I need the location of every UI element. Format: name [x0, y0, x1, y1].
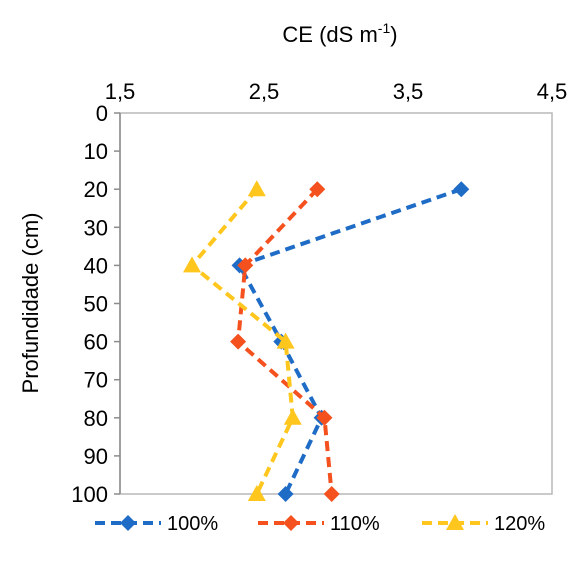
data-point: [230, 333, 247, 350]
series-layer: [183, 180, 470, 502]
y-tick-label: 90: [84, 444, 108, 469]
x-tick-label: 1,5: [105, 79, 136, 104]
legend: 100% 110% 120%: [95, 513, 545, 535]
data-point: [276, 332, 295, 349]
x-axis-title-main: CE (dS m: [282, 22, 377, 47]
data-point: [316, 409, 333, 426]
y-tick-label: 20: [84, 177, 108, 202]
legend-item: 110%: [258, 513, 380, 535]
series-line: [190, 187, 295, 495]
data-point: [323, 486, 340, 502]
x-tick-label: 4,5: [537, 79, 568, 104]
series-2: [183, 180, 302, 501]
plot-area: [119, 112, 553, 495]
x-axis-title: CE (dS m-1): [282, 20, 397, 47]
y-tick-label: 70: [84, 368, 108, 393]
data-point: [309, 181, 326, 198]
y-tick-label: 40: [84, 253, 108, 278]
legend-label: 120%: [494, 513, 545, 535]
data-point: [277, 486, 294, 502]
legend-marker: [446, 514, 464, 530]
y-tick-label: 10: [84, 139, 108, 164]
series-line: [237, 187, 462, 495]
legend-item: 120%: [422, 513, 545, 535]
y-tick-label: 100: [71, 482, 108, 507]
y-axis-title: Profundidade (cm): [18, 213, 43, 394]
data-point: [237, 257, 254, 274]
data-point: [183, 256, 201, 273]
data-point: [453, 181, 470, 198]
y-tick-labels: 0 10 20 30 40 50 60 70 80 90 100: [71, 101, 120, 507]
series-0: [231, 181, 470, 502]
y-tick-label: 50: [84, 292, 108, 317]
y-tick-label: 0: [96, 101, 108, 126]
x-tick-label: 2,5: [249, 79, 280, 104]
legend-marker: [120, 515, 136, 531]
data-point: [247, 485, 266, 501]
x-tick-labels: 1,5 2,5 3,5 4,5: [105, 79, 568, 104]
y-tick-label: 60: [84, 330, 108, 355]
y-tick-label: 30: [84, 215, 108, 240]
y-tick-label: 80: [84, 406, 108, 431]
legend-label: 100%: [167, 513, 218, 535]
legend-marker: [283, 515, 299, 531]
legend-item: 100%: [95, 513, 218, 535]
legend-label: 110%: [330, 513, 380, 535]
data-point: [283, 408, 302, 425]
x-tick-label: 3,5: [393, 79, 424, 104]
x-axis-title-close: ): [390, 22, 397, 47]
data-point: [247, 180, 266, 197]
series-1: [230, 181, 340, 502]
x-axis-title-superscript: -1: [378, 20, 391, 36]
